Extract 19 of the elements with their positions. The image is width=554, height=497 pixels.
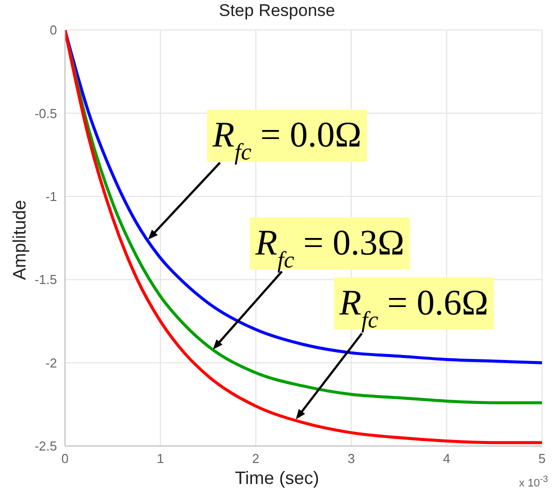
x-tick-label: 2 bbox=[252, 451, 260, 466]
x-tick-label: 3 bbox=[348, 451, 355, 466]
x-axis-title: Time (sec) bbox=[234, 468, 320, 488]
y-tick-label: -2.5 bbox=[34, 438, 57, 454]
y-tick-label: 0 bbox=[50, 22, 57, 38]
y-tick-label: -0.5 bbox=[34, 106, 57, 121]
annotation: R$_{fc}$ = 0.6Ω bbox=[338, 282, 488, 334]
x-tick-label: 5 bbox=[538, 451, 546, 466]
text: x 10$^{-3}$ bbox=[519, 474, 548, 490]
x-tick-label: 4 bbox=[442, 451, 450, 466]
x-tick-label: 0 bbox=[61, 451, 69, 466]
chart-title: Step Response bbox=[218, 1, 336, 21]
annotation: R$_{fc}$ = 0.0Ω bbox=[212, 114, 362, 166]
annotation: R$_{fc}$ = 0.3Ω bbox=[254, 222, 404, 274]
y-axis-title: Amplitude bbox=[10, 200, 30, 280]
y-tick-label: -1.5 bbox=[34, 272, 57, 288]
x-tick-label: 1 bbox=[156, 451, 164, 466]
y-tick-label: -1 bbox=[45, 189, 57, 204]
y-tick-label: -2 bbox=[45, 355, 57, 370]
